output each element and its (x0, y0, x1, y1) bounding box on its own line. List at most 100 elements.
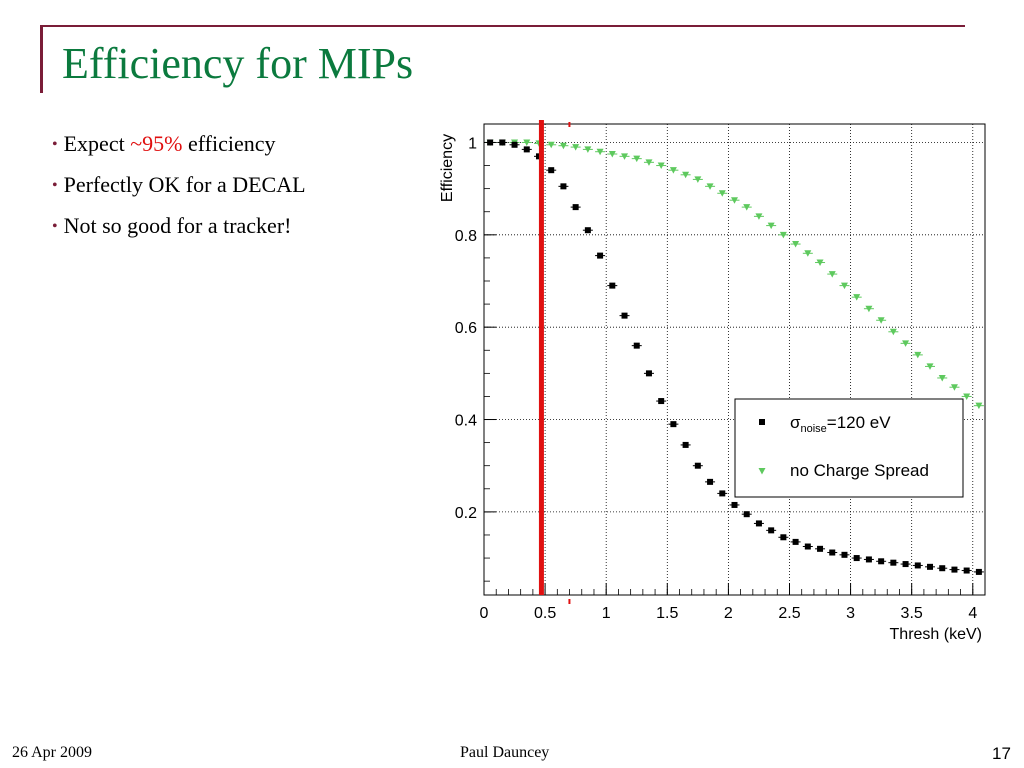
data-point-noise (817, 545, 824, 552)
bullet-item: • Not so good for a tracker! (52, 213, 292, 238)
data-point-noise (719, 490, 726, 497)
data-point-noise (670, 421, 677, 428)
data-point-no-charge-spread (718, 190, 726, 197)
data-point-noise (633, 342, 640, 349)
data-point-no-charge-spread (963, 393, 971, 400)
data-point-no-charge-spread (975, 402, 983, 410)
bullet-dot-icon: • (52, 218, 58, 235)
data-point-noise (694, 462, 701, 469)
data-point-noise (755, 520, 762, 527)
data-point-no-charge-spread (889, 328, 897, 336)
data-point-no-charge-spread (877, 317, 885, 324)
data-point-noise (658, 398, 665, 405)
data-point-noise (597, 252, 604, 259)
x-tick-label: 1 (602, 605, 611, 622)
legend-label-noise: σnoise=120 eV (790, 413, 891, 435)
data-point-no-charge-spread (669, 167, 677, 174)
data-point-noise (645, 370, 652, 377)
data-point-noise (743, 511, 750, 518)
plot-frame (483, 123, 986, 596)
data-point-noise (621, 312, 628, 319)
data-point-no-charge-spread (731, 197, 738, 204)
data-point-no-charge-spread (828, 271, 836, 278)
data-point-no-charge-spread (767, 222, 775, 230)
data-point-noise (890, 559, 897, 566)
title-frame-top-rule (40, 25, 965, 27)
data-point-noise (487, 139, 494, 146)
x-tick-label: 0 (480, 605, 489, 622)
data-point-noise (829, 549, 836, 556)
data-point-noise (731, 501, 738, 508)
data-point-no-charge-spread (621, 153, 629, 160)
data-point-noise (572, 204, 579, 211)
data-point-noise (780, 534, 787, 541)
data-point-no-charge-spread (853, 294, 861, 301)
y-tick-label: 0.2 (455, 505, 477, 522)
data-point-noise (841, 551, 848, 558)
legend-marker-no-charge-spread (758, 468, 766, 475)
x-tick-label: 3.5 (901, 605, 923, 622)
data-point-noise (975, 568, 982, 575)
title-frame-left-rule (40, 25, 43, 93)
data-point-no-charge-spread (816, 259, 824, 267)
data-point-noise (963, 567, 970, 574)
data-point-no-charge-spread (682, 171, 690, 179)
chart-series (485, 139, 984, 575)
slide-title: Efficiency for MIPs (62, 39, 414, 88)
data-point-no-charge-spread (694, 176, 702, 183)
data-point-noise (951, 566, 958, 573)
data-point-no-charge-spread (840, 282, 848, 290)
x-tick-label: 0.5 (534, 605, 556, 622)
plot-area (483, 123, 986, 596)
legend-marker-noise (759, 419, 765, 425)
data-point-no-charge-spread (584, 146, 592, 153)
bullet-item: • Expect ~95% efficiency (52, 131, 276, 156)
y-tick-label: 0.4 (455, 413, 477, 430)
footer-author: Paul Dauncey (460, 744, 550, 761)
data-point-noise (927, 563, 934, 570)
bullet-dot-icon: • (52, 177, 58, 194)
data-point-noise (548, 167, 555, 174)
data-point-no-charge-spread (608, 151, 616, 158)
data-point-noise (682, 441, 689, 448)
data-point-no-charge-spread (792, 241, 800, 248)
data-point-noise (914, 562, 921, 569)
data-point-no-charge-spread (938, 374, 946, 382)
data-point-noise (560, 183, 567, 190)
data-point-no-charge-spread (865, 305, 873, 313)
data-point-no-charge-spread (572, 144, 580, 151)
y-tick-label: 0.8 (455, 228, 477, 245)
data-point-no-charge-spread (633, 155, 641, 163)
data-point-noise (878, 558, 885, 565)
x-tick-label: 2.5 (778, 605, 800, 622)
data-point-no-charge-spread (926, 363, 934, 370)
data-point-noise (792, 538, 799, 545)
data-point-noise (609, 282, 616, 289)
y-tick-label: 0.6 (455, 320, 477, 337)
x-tick-label: 3 (846, 605, 855, 622)
data-point-noise (804, 543, 811, 550)
data-point-no-charge-spread (902, 340, 910, 347)
y-tick-label: 1 (468, 135, 477, 152)
data-point-no-charge-spread (743, 204, 751, 211)
data-point-noise (939, 565, 946, 572)
chart-ticks: 0 0.5 1 1.5 2 2.5 3 3.5 4 0.2 0.4 0.6 0.8 1 (455, 135, 978, 622)
data-point-noise (707, 478, 714, 485)
efficiency-chart: 0 0.5 1 1.5 2 2.5 3 3.5 4 0.2 0.4 0.6 0.8 1 σnoise=12… (439, 120, 986, 643)
data-point-noise (511, 141, 518, 148)
x-tick-label: 4 (968, 605, 977, 622)
data-point-no-charge-spread (547, 141, 555, 149)
data-point-no-charge-spread (779, 231, 787, 239)
data-point-no-charge-spread (706, 183, 714, 190)
highlight-text: ~95% (130, 131, 183, 156)
x-tick-label: 2 (724, 605, 733, 622)
data-point-noise (768, 527, 775, 534)
data-point-noise (853, 555, 860, 562)
legend-box (734, 398, 964, 498)
data-point-noise (902, 561, 909, 568)
threshold-line-group (538, 120, 571, 604)
x-axis-label: Thresh (keV) (890, 626, 982, 643)
data-point-no-charge-spread (914, 351, 922, 359)
data-point-no-charge-spread (523, 139, 531, 146)
data-point-noise (584, 227, 591, 234)
